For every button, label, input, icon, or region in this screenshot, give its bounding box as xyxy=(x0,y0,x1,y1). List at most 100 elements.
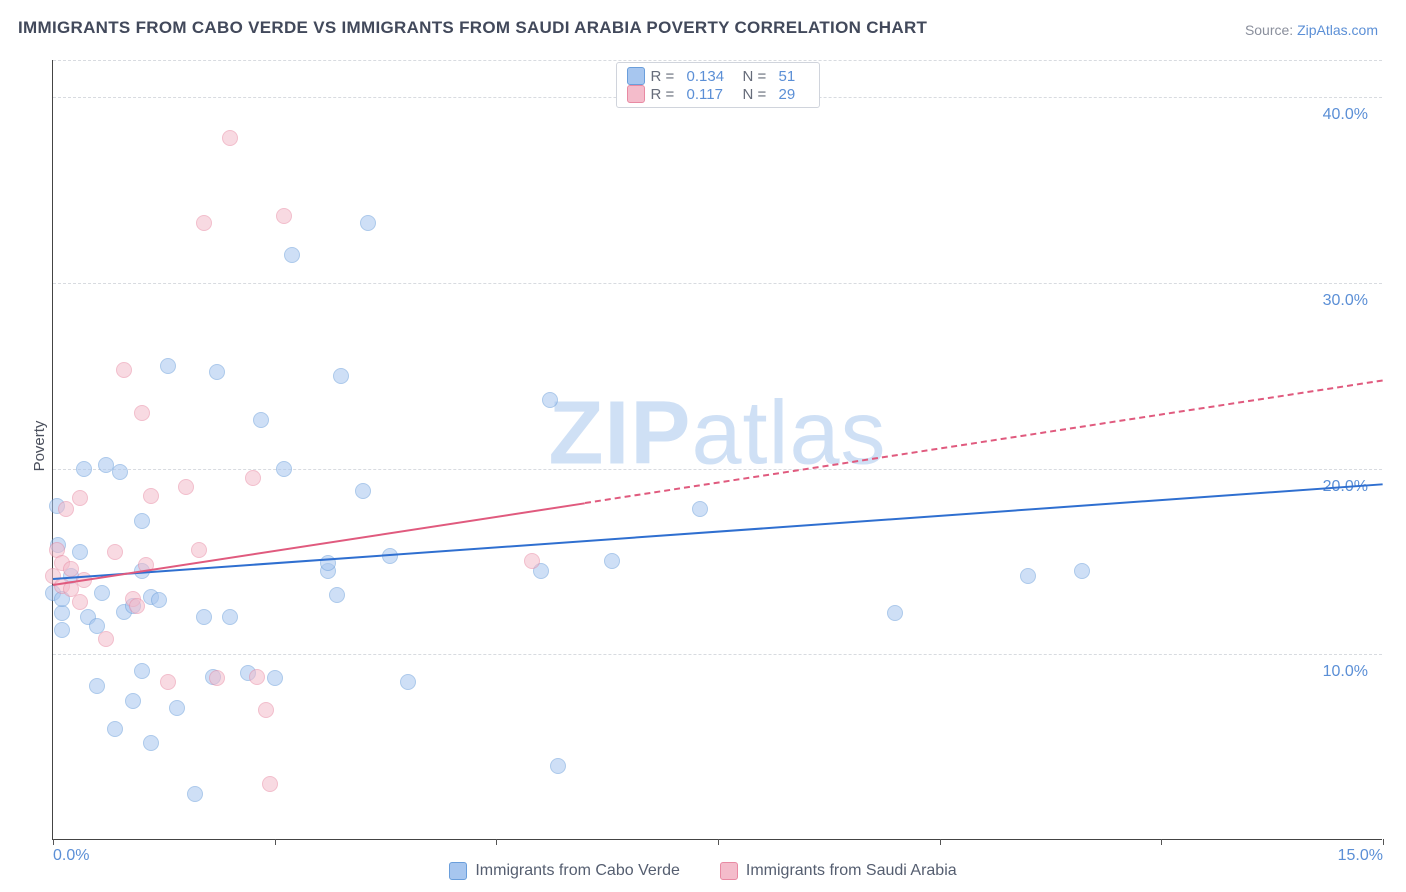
scatter-point-saudi xyxy=(276,208,292,224)
legend-r-label: R = xyxy=(651,68,681,85)
x-minor-tick xyxy=(1161,839,1162,845)
scatter-point-cabo xyxy=(887,605,903,621)
legend-swatch-cabo xyxy=(449,862,467,880)
scatter-point-cabo xyxy=(54,605,70,621)
scatter-point-cabo xyxy=(209,364,225,380)
scatter-point-cabo xyxy=(143,735,159,751)
scatter-point-saudi xyxy=(72,490,88,506)
scatter-point-cabo xyxy=(134,513,150,529)
scatter-point-cabo xyxy=(542,392,558,408)
legend-stats: R = 0.134 N = 51 R = 0.117 N = 29 xyxy=(616,62,820,108)
source-prefix: Source: xyxy=(1245,22,1297,38)
scatter-point-cabo xyxy=(160,358,176,374)
source-credit: Source: ZipAtlas.com xyxy=(1245,22,1378,38)
x-minor-tick xyxy=(275,839,276,845)
scatter-point-cabo xyxy=(125,693,141,709)
scatter-point-cabo xyxy=(276,461,292,477)
scatter-point-saudi xyxy=(245,470,261,486)
scatter-point-saudi xyxy=(63,561,79,577)
legend-n-value: 51 xyxy=(779,68,809,85)
scatter-point-cabo xyxy=(222,609,238,625)
legend-r-label: R = xyxy=(651,86,681,103)
x-minor-tick xyxy=(718,839,719,845)
legend-item-cabo: Immigrants from Cabo Verde xyxy=(449,862,680,880)
trend-line-cabo xyxy=(53,483,1383,580)
scatter-point-saudi xyxy=(524,553,540,569)
scatter-point-saudi xyxy=(209,670,225,686)
scatter-point-saudi xyxy=(129,598,145,614)
scatter-point-cabo xyxy=(1020,568,1036,584)
scatter-point-saudi xyxy=(249,669,265,685)
legend-r-value: 0.134 xyxy=(687,68,737,85)
scatter-point-cabo xyxy=(550,758,566,774)
trend-line-saudi-extrapolated xyxy=(585,379,1383,504)
scatter-point-cabo xyxy=(360,215,376,231)
chart-plot-area: ZIPatlas R = 0.134 N = 51 R = 0.117 N = 29 10.0… xyxy=(52,60,1382,840)
source-link[interactable]: ZipAtlas.com xyxy=(1297,22,1378,38)
scatter-point-cabo xyxy=(604,553,620,569)
scatter-point-cabo xyxy=(692,501,708,517)
scatter-point-cabo xyxy=(400,674,416,690)
y-tick-label: 30.0% xyxy=(1323,292,1368,310)
scatter-point-saudi xyxy=(258,702,274,718)
scatter-point-cabo xyxy=(134,663,150,679)
legend-swatch-cabo xyxy=(627,67,645,85)
legend-series: Immigrants from Cabo Verde Immigrants fro… xyxy=(0,862,1406,880)
scatter-point-saudi xyxy=(160,674,176,690)
scatter-point-cabo xyxy=(76,461,92,477)
legend-n-label: N = xyxy=(743,86,773,103)
legend-swatch-saudi xyxy=(627,85,645,103)
scatter-point-saudi xyxy=(178,479,194,495)
scatter-point-saudi xyxy=(116,362,132,378)
gridline xyxy=(53,283,1382,284)
scatter-point-cabo xyxy=(169,700,185,716)
legend-n-label: N = xyxy=(743,68,773,85)
x-minor-tick xyxy=(940,839,941,845)
scatter-point-cabo xyxy=(284,247,300,263)
scatter-point-saudi xyxy=(98,631,114,647)
chart-title: IMMIGRANTS FROM CABO VERDE VS IMMIGRANTS… xyxy=(18,18,927,38)
legend-n-value: 29 xyxy=(779,86,809,103)
scatter-point-saudi xyxy=(72,594,88,610)
legend-swatch-saudi xyxy=(720,862,738,880)
scatter-point-saudi xyxy=(107,544,123,560)
scatter-point-cabo xyxy=(333,368,349,384)
scatter-point-saudi xyxy=(222,130,238,146)
gridline xyxy=(53,60,1382,61)
scatter-point-cabo xyxy=(112,464,128,480)
scatter-point-saudi xyxy=(143,488,159,504)
gridline xyxy=(53,654,1382,655)
scatter-point-cabo xyxy=(89,678,105,694)
legend-label: Immigrants from Saudi Arabia xyxy=(746,862,957,880)
legend-label: Immigrants from Cabo Verde xyxy=(475,862,680,880)
x-minor-tick xyxy=(1383,839,1384,845)
legend-stat-row-saudi: R = 0.117 N = 29 xyxy=(627,85,809,103)
scatter-point-cabo xyxy=(329,587,345,603)
scatter-point-cabo xyxy=(355,483,371,499)
x-minor-tick xyxy=(53,839,54,845)
scatter-point-saudi xyxy=(262,776,278,792)
scatter-point-saudi xyxy=(134,405,150,421)
scatter-point-cabo xyxy=(54,622,70,638)
watermark: ZIPatlas xyxy=(548,382,886,485)
scatter-point-cabo xyxy=(107,721,123,737)
y-tick-label: 40.0% xyxy=(1323,106,1368,124)
scatter-point-cabo xyxy=(1074,563,1090,579)
scatter-point-cabo xyxy=(196,609,212,625)
scatter-point-cabo xyxy=(187,786,203,802)
scatter-point-cabo xyxy=(253,412,269,428)
scatter-point-saudi xyxy=(196,215,212,231)
trend-line-saudi xyxy=(53,502,585,586)
x-minor-tick xyxy=(496,839,497,845)
y-axis-label: Poverty xyxy=(31,421,48,472)
legend-item-saudi: Immigrants from Saudi Arabia xyxy=(720,862,957,880)
y-tick-label: 10.0% xyxy=(1323,663,1368,681)
legend-stat-row-cabo: R = 0.134 N = 51 xyxy=(627,67,809,85)
scatter-point-cabo xyxy=(72,544,88,560)
scatter-point-cabo xyxy=(94,585,110,601)
legend-r-value: 0.117 xyxy=(687,86,737,103)
scatter-point-cabo xyxy=(267,670,283,686)
scatter-point-saudi xyxy=(58,501,74,517)
scatter-point-saudi xyxy=(191,542,207,558)
scatter-point-cabo xyxy=(151,592,167,608)
